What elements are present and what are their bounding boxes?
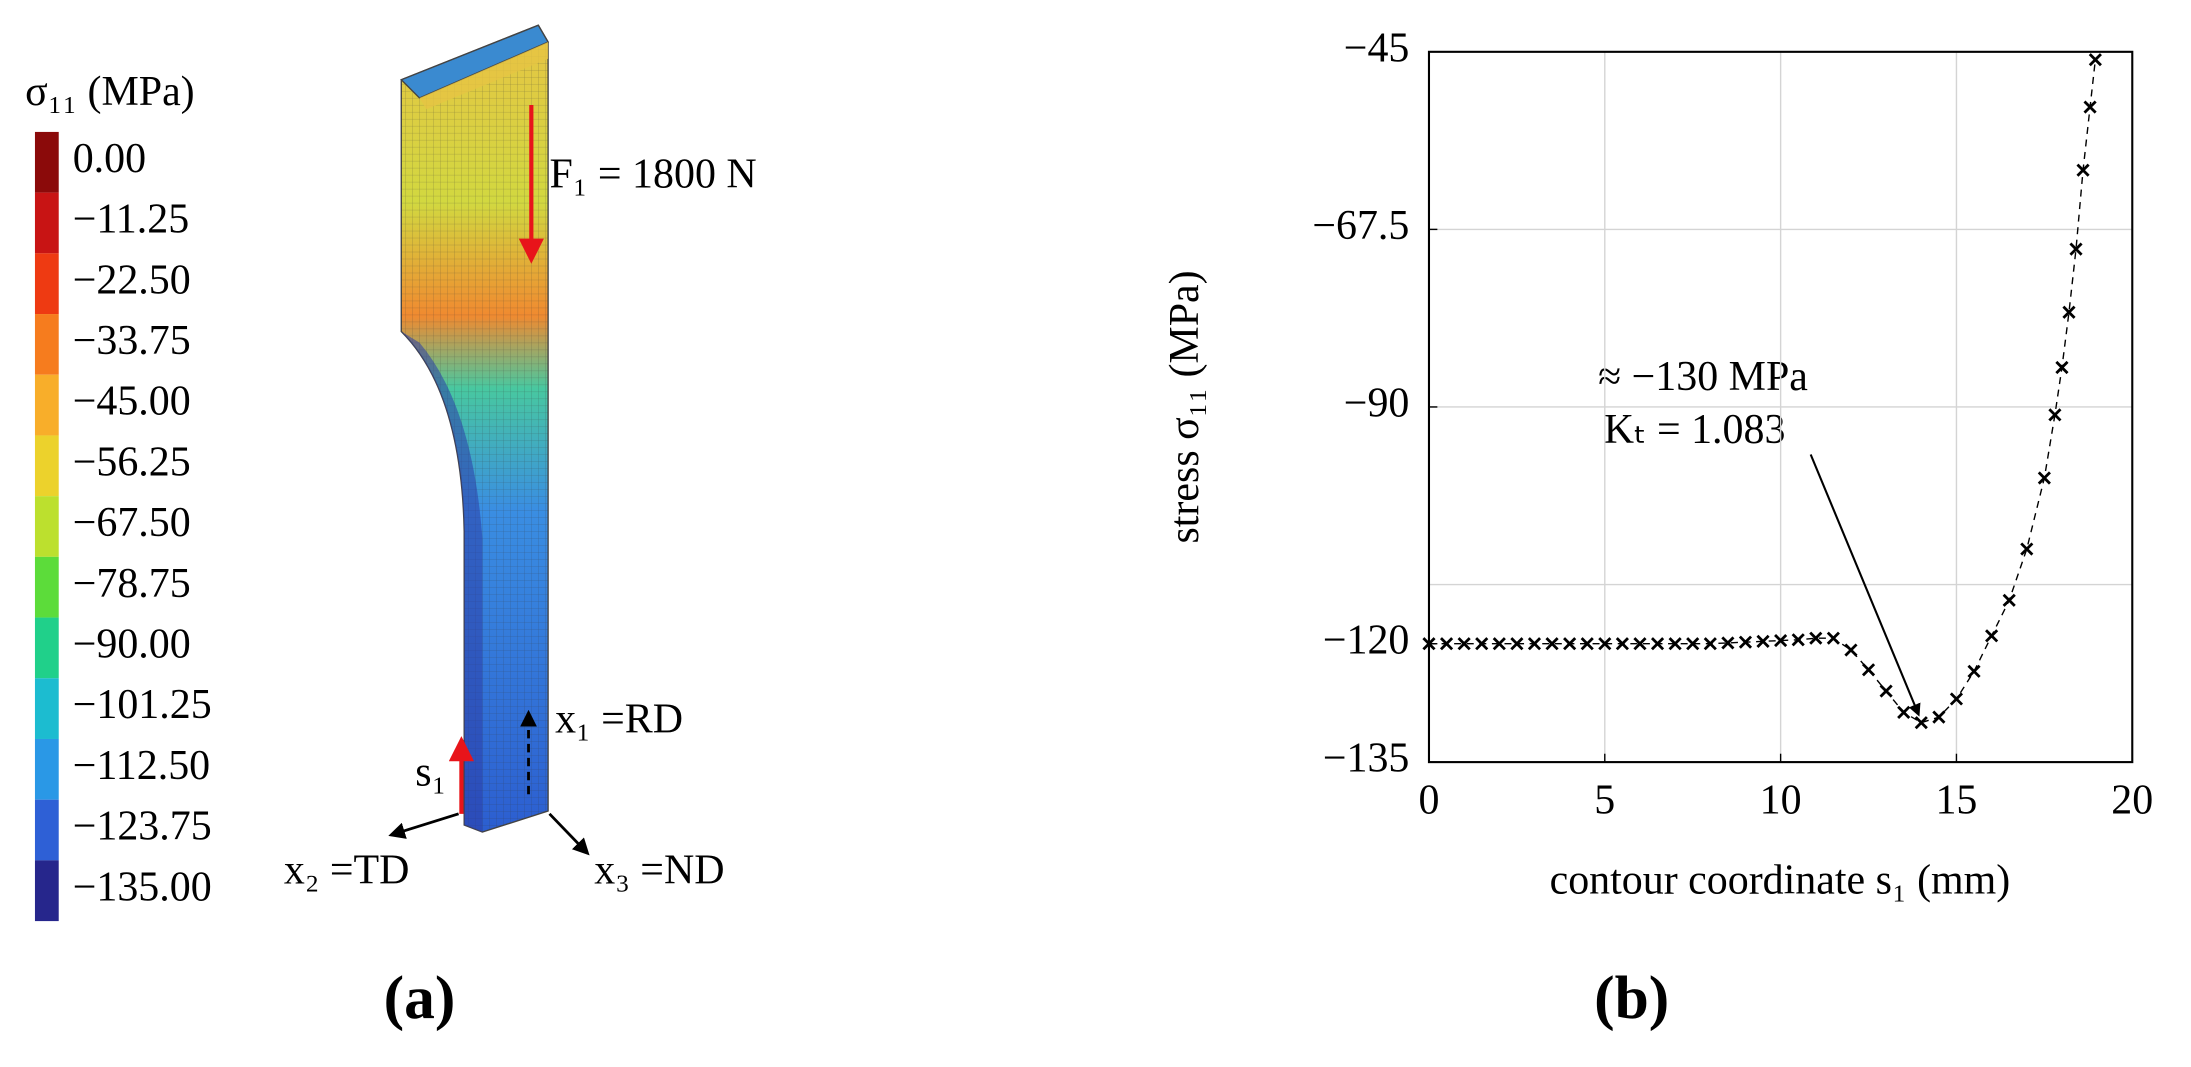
colorbar-tick-label: −135.00 xyxy=(73,864,212,910)
colorbar-band xyxy=(34,556,59,618)
data-point xyxy=(1774,633,1788,648)
data-point xyxy=(1967,664,1981,678)
colorbar-band xyxy=(34,435,59,497)
data-point xyxy=(1914,716,1928,730)
annotation-arrow xyxy=(1809,454,1921,717)
colorbar-tick-label: −11.25 xyxy=(73,197,189,243)
colorbar-band xyxy=(34,738,59,800)
colorbar-band xyxy=(34,860,59,922)
panel-label: (a) xyxy=(384,964,456,1032)
colorbar-title: σ₁₁ (MPa) xyxy=(25,69,195,115)
data-point xyxy=(1738,635,1753,649)
data-point xyxy=(1897,705,1911,719)
colorbar-band xyxy=(34,799,59,861)
colorbar-tick-label: −112.50 xyxy=(73,743,210,789)
data-point xyxy=(1809,631,1823,645)
data-point xyxy=(2055,360,2069,375)
data-point xyxy=(2037,471,2051,485)
colorbar-band xyxy=(34,374,59,436)
colorbar-tick-label: −67.50 xyxy=(73,500,191,546)
s1-label: s₁ xyxy=(415,750,446,796)
y-tick-label: −67.5 xyxy=(1312,203,1409,249)
data-point xyxy=(1650,637,1665,651)
data-point xyxy=(1791,633,1805,647)
data-point xyxy=(2020,542,2034,556)
data-point xyxy=(1756,634,1770,648)
data-point xyxy=(1439,637,1454,651)
x2-arrow xyxy=(388,812,460,839)
data-point xyxy=(1985,629,1999,643)
data-point xyxy=(1721,636,1735,650)
colorbar-tick-label: 0.00 xyxy=(73,136,146,182)
y-tick-label: −90 xyxy=(1344,381,1410,427)
data-point xyxy=(1703,637,1717,651)
colorbar-tick-label: −45.00 xyxy=(73,379,191,425)
data-point xyxy=(1633,637,1647,651)
colorbar-tick-label: −78.75 xyxy=(73,561,191,607)
colorbar-tick-label: −22.50 xyxy=(73,257,191,303)
colorbar-band xyxy=(34,131,59,193)
x3-label: x₃ =ND xyxy=(594,848,724,894)
colorbar-band xyxy=(34,496,59,557)
y-tick-label: −120 xyxy=(1323,617,1410,663)
x2-label: x₂ =TD xyxy=(284,848,410,894)
data-point xyxy=(1422,637,1436,651)
data-point xyxy=(2083,100,2097,114)
data-point xyxy=(1510,637,1524,651)
data-point xyxy=(1826,631,1840,645)
x-axis-label: contour coordinate s₁ (mm) xyxy=(1550,857,2011,903)
colorbar-tick-label: −123.75 xyxy=(73,804,212,850)
specimen xyxy=(400,24,550,833)
data-point xyxy=(1598,637,1612,651)
data-point xyxy=(1527,637,1542,651)
x1-label: x₁ =RD xyxy=(555,697,683,743)
colorbar-tick-label: −56.25 xyxy=(73,439,191,485)
colorbar-band xyxy=(34,253,59,315)
x-tick-label: 0 xyxy=(1418,778,1439,824)
y-axis-label: stress σ₁₁ (MPa) xyxy=(1162,270,1208,543)
data-point xyxy=(1861,663,1876,677)
y-tick-label: −45 xyxy=(1344,25,1410,71)
y-tick-label: −135 xyxy=(1323,736,1410,782)
data-point xyxy=(1844,643,1858,657)
data-point xyxy=(1545,637,1559,651)
data-point xyxy=(2069,242,2083,256)
colorbar-tick-label: −90.00 xyxy=(73,622,191,668)
data-point xyxy=(2076,163,2090,177)
data-point xyxy=(1668,637,1682,651)
force-label: F₁ = 1800 N xyxy=(549,151,756,197)
data-point xyxy=(1580,637,1594,651)
data-point xyxy=(1457,637,1471,651)
data-point xyxy=(1563,637,1577,651)
data-point xyxy=(1879,684,1893,698)
colorbar-band xyxy=(34,314,59,375)
data-point xyxy=(2062,305,2076,319)
data-point xyxy=(1949,692,1964,706)
colorbar-band xyxy=(34,617,59,679)
data-point xyxy=(1615,637,1629,651)
x-tick-label: 15 xyxy=(1935,778,1977,824)
annotation: Kₜ = 1.083 xyxy=(1604,407,1786,453)
data-point xyxy=(1686,637,1700,651)
data-point xyxy=(1932,710,1946,724)
colorbar-band xyxy=(34,192,59,254)
x-tick-label: 20 xyxy=(2111,778,2153,824)
colorbar-band xyxy=(34,678,59,739)
data-point xyxy=(2002,593,2016,607)
data-point xyxy=(1492,637,1506,651)
data-point xyxy=(1475,637,1489,651)
panel-label: (b) xyxy=(1594,964,1669,1032)
x-tick-label: 5 xyxy=(1594,778,1615,824)
data-point xyxy=(2048,408,2062,422)
data-point xyxy=(2088,53,2102,67)
annotation: ≈ −130 MPa xyxy=(1598,354,1808,400)
x-tick-label: 10 xyxy=(1760,778,1802,824)
colorbar-tick-label: −101.25 xyxy=(73,682,212,728)
x3-arrow xyxy=(548,812,590,856)
colorbar-tick-label: −33.75 xyxy=(73,318,191,364)
